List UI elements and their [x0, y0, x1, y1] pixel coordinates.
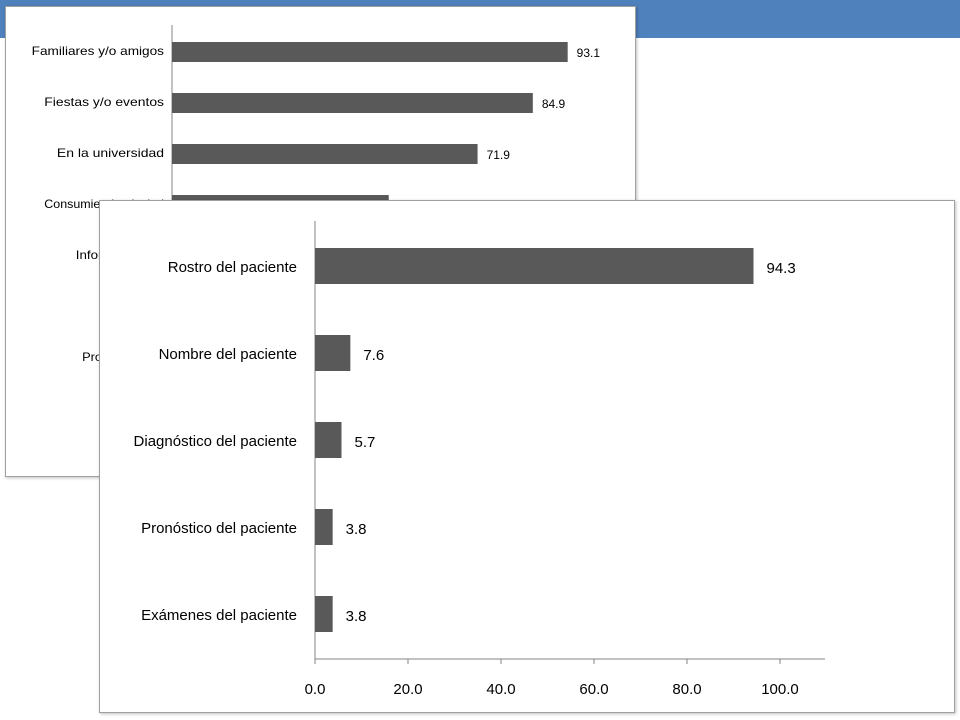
data-label: 84.9 [542, 97, 566, 111]
bar [172, 42, 568, 62]
bar [315, 335, 351, 371]
bar [172, 93, 533, 113]
x-tick-label: 40.0 [486, 681, 515, 698]
data-label: 71.9 [487, 148, 511, 162]
category-label: En la universidad [57, 146, 164, 160]
category-label: Familiares y/o amigos [32, 44, 164, 58]
category-label: Exámenes del paciente [141, 607, 297, 624]
data-label: 3.8 [346, 608, 367, 625]
x-tick-label: 60.0 [579, 681, 608, 698]
bar [315, 596, 333, 632]
data-label: 5.7 [355, 434, 376, 451]
bar [315, 509, 333, 545]
data-label: 94.3 [766, 260, 795, 277]
data-label: 3.8 [346, 521, 367, 538]
foreground-bar-chart: Rostro del paciente 94.3 Nombre del pacien… [134, 221, 825, 698]
category-label: Diagnóstico del paciente [134, 433, 297, 450]
bar [172, 144, 478, 164]
x-tick-label: 100.0 [761, 681, 799, 698]
x-tick-label: 0.0 [305, 681, 326, 698]
category-label: Nombre del paciente [159, 346, 297, 363]
data-label: 7.6 [363, 347, 384, 364]
data-label: 93.1 [577, 46, 601, 60]
bar [315, 248, 754, 284]
x-tick-label: 80.0 [672, 681, 701, 698]
x-tick-label: 20.0 [393, 681, 422, 698]
category-label: Pronóstico del paciente [141, 520, 297, 537]
foreground-chart-panel: Rostro del paciente 94.3 Nombre del pacien… [99, 200, 955, 713]
category-label: Rostro del paciente [168, 259, 297, 276]
category-label: Fiestas y/o eventos [44, 95, 164, 109]
bar [315, 422, 342, 458]
